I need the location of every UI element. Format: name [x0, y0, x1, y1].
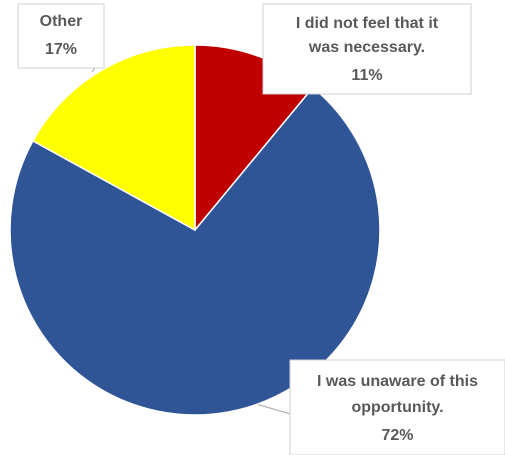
data-label-1: I was unaware of this opportunity. 72%: [289, 359, 505, 455]
pie-slice-2: [31, 44, 196, 232]
data-label-box: [289, 359, 505, 455]
data-label-box: [17, 3, 105, 69]
data-label-category: was necessary.: [308, 39, 425, 56]
leader-lines: [91, 67, 295, 416]
leader-line-2: [91, 67, 96, 73]
data-label-category: I was unaware of this: [317, 373, 478, 390]
pie-slices: [9, 44, 381, 416]
data-label-value: 11%: [351, 67, 382, 84]
data-label-category: I did not feel that it: [296, 15, 439, 32]
data-label-value: 17%: [45, 41, 77, 58]
leader-line-1: [255, 403, 295, 416]
data-label-2: Other 17%: [17, 3, 105, 69]
data-label-value: 72%: [381, 427, 413, 444]
data-label-0: I did not feel that it was necessary. 11%: [262, 3, 472, 95]
data-label-category: Other: [40, 13, 83, 30]
data-label-category: opportunity.: [351, 399, 443, 416]
data-label-box: [262, 3, 472, 95]
pie-slice-1: [9, 86, 381, 416]
